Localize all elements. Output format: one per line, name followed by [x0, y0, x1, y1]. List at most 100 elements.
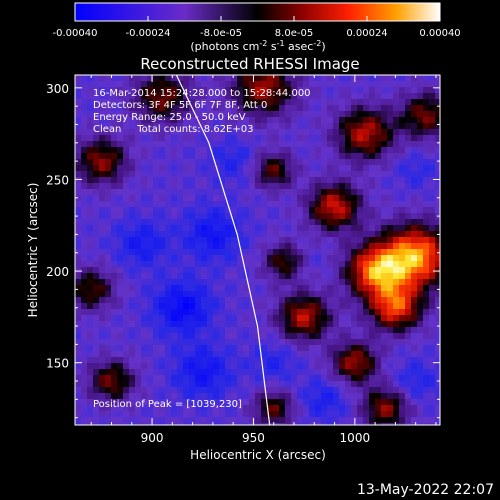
heatmap-cell: [357, 267, 364, 274]
heatmap-cell: [147, 387, 154, 394]
heatmap-cell: [111, 99, 118, 106]
heatmap-cell: [165, 141, 172, 148]
heatmap-cell: [363, 135, 370, 142]
heatmap-cell: [87, 123, 94, 130]
heatmap-cell: [165, 273, 172, 280]
heatmap-cell: [315, 327, 322, 334]
heatmap-cell: [321, 75, 328, 82]
heatmap-cell: [213, 411, 220, 418]
heatmap-cell: [309, 291, 316, 298]
heatmap-cell: [261, 267, 268, 274]
heatmap-cell: [393, 105, 400, 112]
heatmap-cell: [171, 117, 178, 124]
heatmap-cell: [363, 249, 370, 256]
heatmap-cell: [207, 255, 214, 262]
heatmap-cell: [393, 129, 400, 136]
heatmap-cell: [345, 273, 352, 280]
heatmap-cell: [123, 213, 130, 220]
heatmap-cell: [435, 93, 440, 100]
heatmap-cell: [339, 195, 346, 202]
heatmap-cell: [315, 225, 322, 232]
heatmap-cell: [423, 177, 430, 184]
heatmap-cell: [315, 255, 322, 262]
heatmap-cell: [351, 225, 358, 232]
heatmap-cell: [303, 405, 310, 412]
heatmap-cell: [309, 75, 316, 82]
heatmap-cell: [321, 87, 328, 94]
heatmap-cell: [237, 207, 244, 214]
heatmap-cell: [327, 309, 334, 316]
heatmap-cell: [423, 255, 430, 262]
heatmap-cell: [165, 123, 172, 130]
heatmap-cell: [345, 399, 352, 406]
heatmap-cell: [315, 321, 322, 328]
heatmap-cell: [291, 159, 298, 166]
heatmap-cell: [261, 237, 268, 244]
heatmap-cell: [105, 141, 112, 148]
heatmap-cell: [129, 333, 136, 340]
heatmap-cell: [423, 273, 430, 280]
colorbar-tick-label: -8.0e-05: [200, 28, 242, 39]
heatmap-cell: [279, 369, 286, 376]
heatmap-cell: [93, 153, 100, 160]
heatmap-cell: [93, 339, 100, 346]
heatmap-cell: [171, 285, 178, 292]
heatmap-cell: [249, 375, 256, 382]
heatmap-cell: [303, 207, 310, 214]
heatmap-cell: [231, 135, 238, 142]
heatmap-cell: [237, 159, 244, 166]
heatmap-cell: [285, 279, 292, 286]
heatmap-cell: [417, 93, 424, 100]
heatmap-cell: [435, 273, 440, 280]
heatmap-cell: [81, 141, 88, 148]
heatmap-cell: [153, 117, 160, 124]
heatmap-cell: [351, 375, 358, 382]
heatmap-cell: [183, 291, 190, 298]
heatmap-cell: [267, 147, 274, 154]
heatmap-cell: [99, 183, 106, 190]
heatmap-cell: [321, 141, 328, 148]
heatmap-cell: [207, 117, 214, 124]
heatmap-cell: [333, 243, 340, 250]
heatmap-cell: [411, 243, 418, 250]
heatmap-cell: [189, 399, 196, 406]
heatmap-cell: [159, 75, 166, 82]
heatmap-cell: [237, 111, 244, 118]
heatmap-cell: [291, 303, 298, 310]
heatmap-cell: [357, 147, 364, 154]
heatmap-cell: [303, 249, 310, 256]
heatmap-cell: [87, 273, 94, 280]
heatmap-cell: [135, 105, 142, 112]
heatmap-cell: [357, 357, 364, 364]
heatmap-cell: [201, 321, 208, 328]
heatmap-cell: [231, 285, 238, 292]
heatmap-cell: [357, 141, 364, 148]
heatmap-cell: [417, 105, 424, 112]
heatmap-cell: [231, 261, 238, 268]
heatmap-cell: [237, 177, 244, 184]
heatmap-cell: [285, 333, 292, 340]
heatmap-cell: [201, 75, 208, 82]
heatmap-cell: [117, 153, 124, 160]
heatmap-cell: [321, 315, 328, 322]
heatmap-cell: [123, 99, 130, 106]
heatmap-cell: [99, 345, 106, 352]
heatmap-cell: [387, 207, 394, 214]
heatmap-cell: [411, 129, 418, 136]
heatmap-cell: [99, 417, 106, 424]
heatmap-cell: [417, 267, 424, 274]
heatmap-cell: [399, 387, 406, 394]
heatmap-cell: [153, 249, 160, 256]
heatmap-cell: [375, 363, 382, 370]
heatmap-cell: [177, 291, 184, 298]
heatmap-cell: [327, 405, 334, 412]
heatmap-cell: [147, 213, 154, 220]
heatmap-cell: [411, 93, 418, 100]
heatmap-cell: [351, 333, 358, 340]
heatmap-cell: [171, 255, 178, 262]
heatmap-cell: [213, 243, 220, 250]
heatmap-cell: [99, 87, 106, 94]
heatmap-cell: [351, 171, 358, 178]
heatmap-cell: [207, 291, 214, 298]
heatmap-cell: [405, 333, 412, 340]
